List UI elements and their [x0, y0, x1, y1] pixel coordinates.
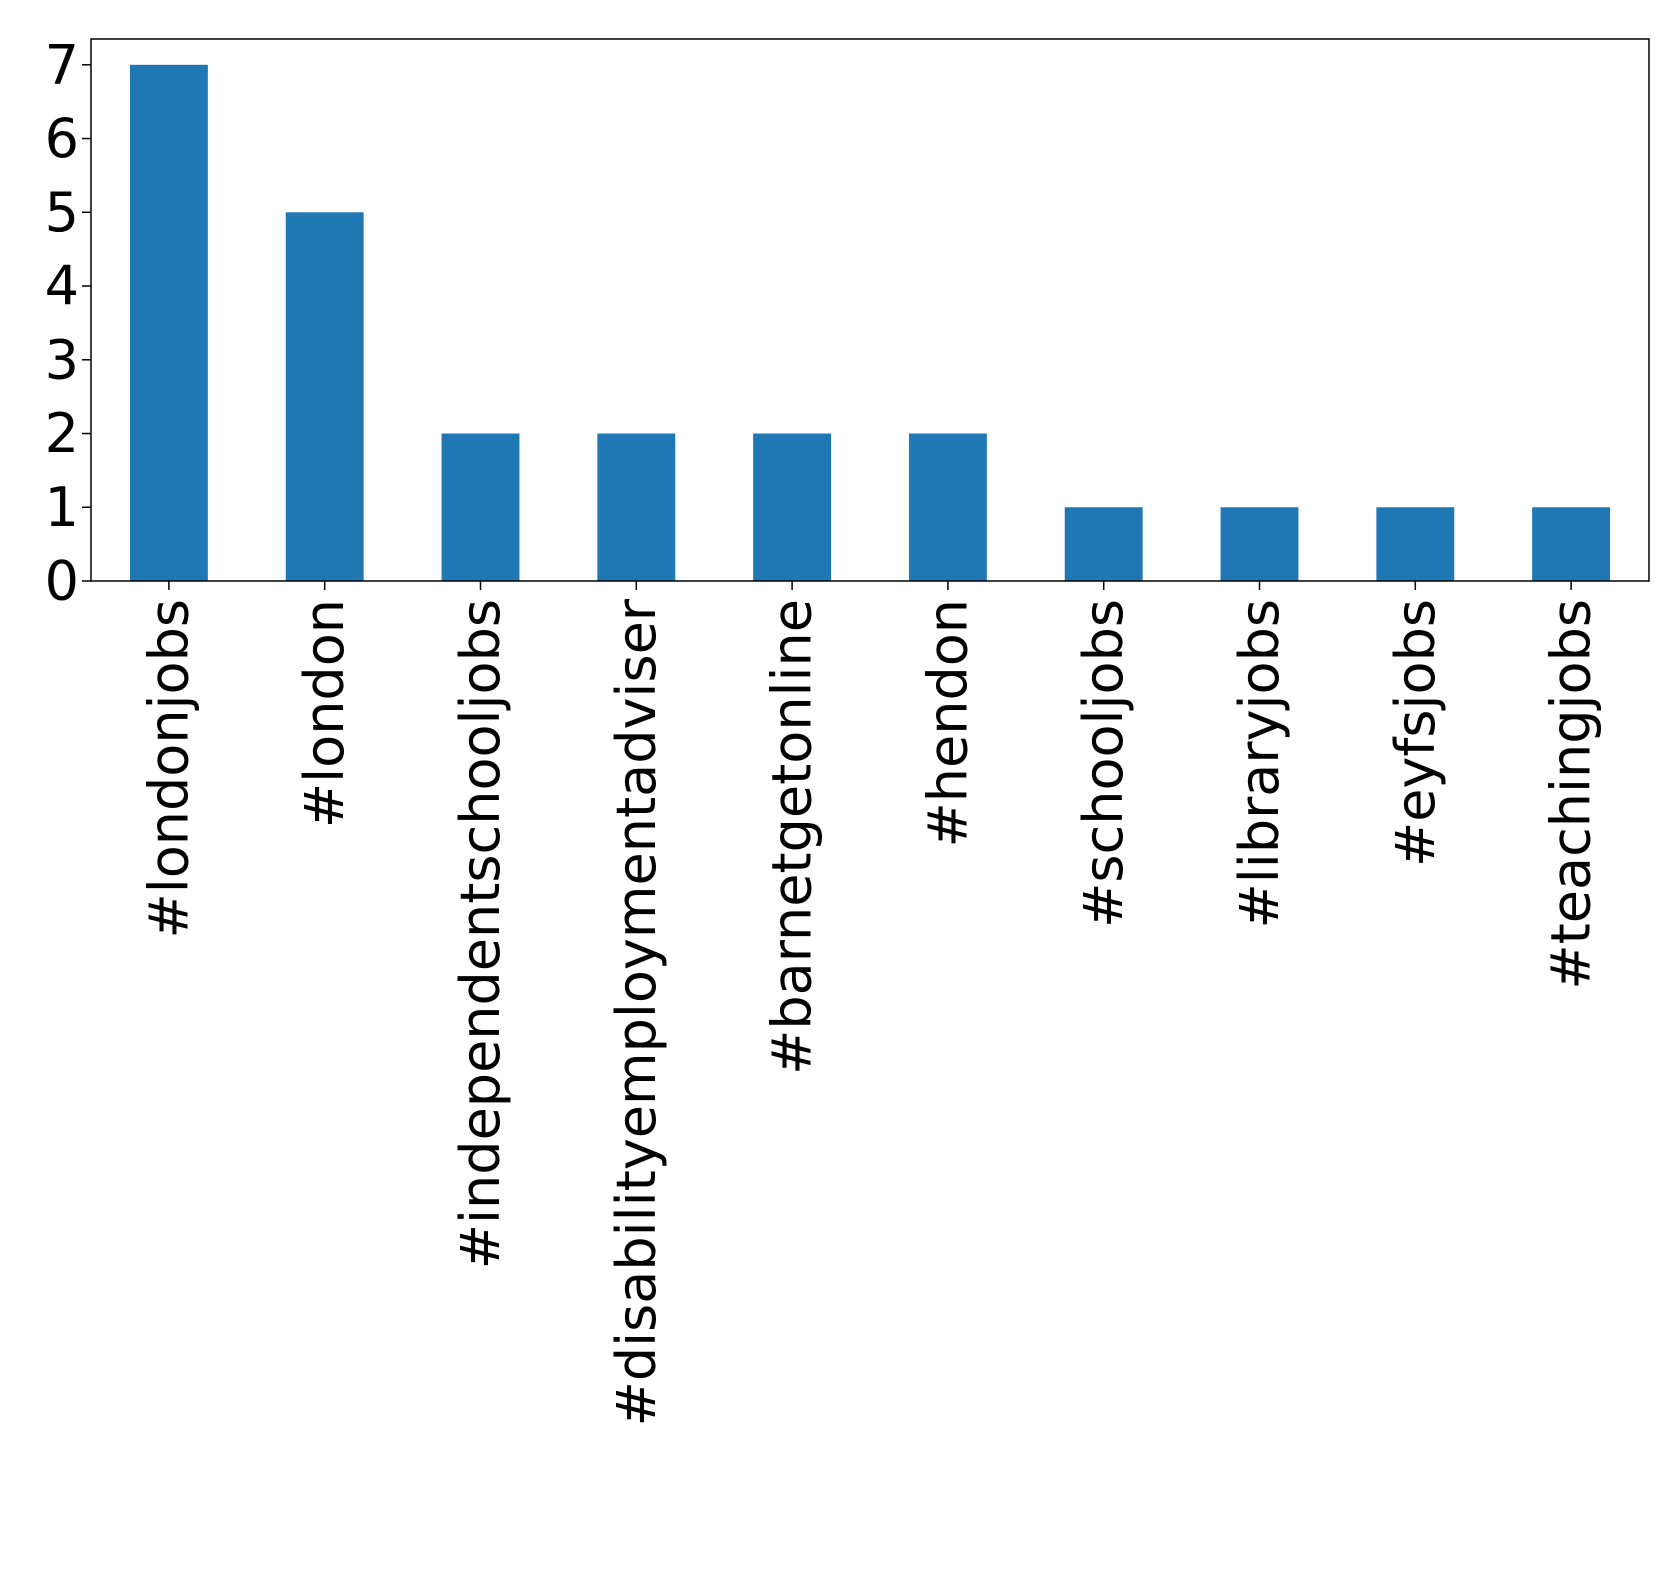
y-tick-label: 3: [45, 328, 79, 391]
y-tick-label: 7: [45, 33, 79, 96]
y-tick-label: 4: [45, 255, 79, 318]
y-tick-label: 5: [45, 181, 79, 244]
bar-schooljobs: [1064, 507, 1143, 581]
y-axis: 0 1 2 3 4 5 6 7: [45, 33, 91, 613]
bar-hendon: [908, 433, 987, 581]
x-tick-label-schooljobs: #schooljobs: [1072, 599, 1135, 928]
bar-londonjobs: [129, 64, 208, 581]
x-tick-label-londonjobs: #londonjobs: [137, 599, 200, 939]
bar-independentschooljobs: [441, 433, 520, 581]
x-axis: #londonjobs #london #independentschooljobs…: [137, 581, 1603, 1426]
bar-disabilityemploymentadviser: [597, 433, 676, 581]
x-tick-label-hendon: #hendon: [916, 599, 979, 847]
x-tick-label-independentschooljobs: #independentschooljobs: [449, 599, 512, 1269]
y-tick-label: 0: [45, 550, 79, 613]
y-tick-label: 1: [45, 476, 79, 539]
plot-frame: [90, 38, 1650, 582]
bar-teachingjobs: [1532, 507, 1611, 581]
y-tick-label: 2: [45, 402, 79, 465]
y-tick-label: 6: [45, 107, 79, 170]
x-tick-label-teachingjobs: #teachingjobs: [1540, 599, 1603, 990]
x-tick-label-eyfsjobs: #eyfsjobs: [1384, 599, 1447, 867]
x-tick-label-libraryjobs: #libraryjobs: [1228, 599, 1291, 928]
x-tick-label-barnetgetonline: #barnetgetonline: [761, 599, 824, 1075]
bar-libraryjobs: [1220, 507, 1299, 581]
bars-group: [129, 64, 1611, 582]
x-tick-label-london: #london: [293, 599, 356, 828]
bar-london: [285, 212, 364, 582]
bar-eyfsjobs: [1376, 507, 1455, 581]
bar-barnetgetonline: [753, 433, 832, 581]
x-tick-label-disabilityemploymentadviser: #disabilityemploymentadviser: [605, 598, 668, 1426]
